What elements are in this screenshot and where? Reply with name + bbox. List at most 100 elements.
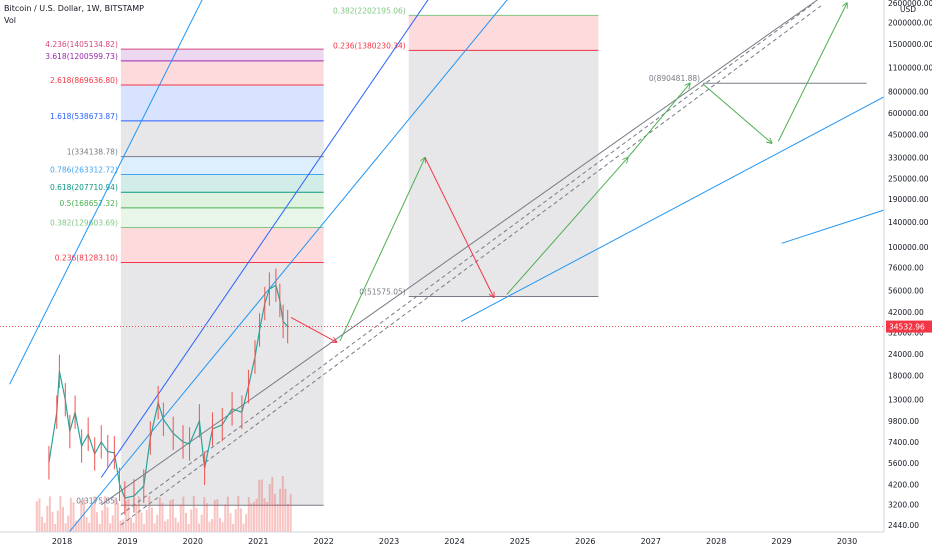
volume-bar [106, 507, 109, 532]
fib-set-1-level-label: 0.786(263312.72) [50, 165, 118, 174]
y-tick-label: 32000.00 [888, 328, 924, 337]
fib-set-3-level-label: 0(890481.88) [649, 74, 700, 83]
y-tick-label: 9800.00 [888, 417, 919, 426]
volume-bar [221, 522, 224, 532]
volume-bar [232, 523, 235, 532]
volume-bar [192, 496, 195, 532]
volume-bar [90, 505, 93, 532]
volume-bar [273, 493, 276, 532]
volume-bar [77, 519, 80, 532]
fib-set-1-band [120, 120, 324, 157]
y-tick-label: 7400.00 [888, 438, 919, 447]
y-tick-label: 2000000.00 [888, 19, 932, 28]
y-tick-label: 2600000.00 [888, 0, 932, 8]
volume-bar [271, 476, 274, 532]
y-tick-label: 100000.00 [888, 243, 929, 252]
volume-bar [109, 523, 112, 532]
volume-bar [205, 503, 208, 532]
fib-set-1-band [120, 207, 324, 228]
volume-bar [250, 503, 253, 532]
fib-set-1-level-label: 0(3175.85) [76, 496, 118, 505]
y-tick-label: 800000.00 [888, 87, 929, 96]
volume-bar [177, 522, 180, 532]
volume-bar [122, 519, 125, 532]
y-tick-label: 450000.00 [888, 130, 929, 139]
volume-bar [35, 501, 38, 532]
volume-bar [64, 523, 67, 532]
fib-set-1-level-label: 0.618(207710.94) [50, 183, 118, 192]
volume-bar [213, 500, 216, 532]
y-tick-label: 330000.00 [888, 154, 929, 163]
channel-mid-2 [120, 5, 822, 526]
projection-arrow [702, 83, 772, 143]
volume-bar [51, 511, 54, 532]
volume-bar [62, 506, 64, 532]
volume-bar [98, 523, 101, 532]
volume-bar [38, 498, 41, 532]
volume-bar [242, 523, 245, 532]
volume-bar [96, 512, 99, 532]
y-tick-label: 13000.00 [888, 396, 924, 405]
volume-bar [184, 512, 187, 532]
volume-bar [258, 479, 261, 532]
volume-bar [43, 522, 46, 532]
fib-set-1-level-label: 0.5(168657.32) [60, 199, 118, 208]
last-price-label: 34532.96 [889, 323, 925, 332]
volume-bar [153, 523, 156, 532]
volume-bar [101, 510, 104, 532]
y-tick-label: 140000.00 [888, 218, 929, 227]
volume-bar [150, 507, 153, 532]
y-tick-label: 18000.00 [888, 371, 924, 380]
volume-bar [174, 517, 177, 532]
volume-bar [124, 500, 127, 532]
fib-set-1-band [120, 156, 324, 175]
volume-bar [253, 501, 256, 532]
parallel-blue-upper [68, 0, 508, 532]
channel-top-blue [100, 0, 429, 478]
volume-bar [158, 497, 161, 532]
fib-set-1-level-label: 2.618(869636.80) [50, 76, 118, 85]
lower-blue-1 [460, 96, 884, 322]
fib-set-1-level-label: 4.236(1405134.82) [45, 40, 118, 49]
projection-arrow [506, 158, 628, 295]
volume-bar [169, 500, 172, 532]
y-tick-label: 5600.00 [888, 459, 919, 468]
volume-bar [284, 488, 287, 532]
fib-set-2-level-label: 0.236(1380230.34) [333, 41, 406, 50]
x-tick-label: 2025 [510, 537, 530, 546]
volume-bar [179, 504, 182, 532]
channel-upper [100, 0, 819, 506]
volume-bar [234, 509, 237, 532]
volume-bar [208, 521, 211, 532]
volume-bar [219, 517, 221, 532]
x-tick-label: 2019 [117, 537, 137, 546]
volume-bar [127, 498, 130, 532]
volume-bar [171, 498, 174, 532]
volume-bar [245, 514, 248, 532]
volume-bar [164, 521, 167, 532]
volume-bar [67, 515, 70, 532]
y-tick-label: 4200.00 [888, 480, 919, 489]
volume-bar [161, 502, 164, 532]
x-tick-label: 2024 [444, 537, 464, 546]
volume-bar [281, 476, 284, 532]
volume-bar [266, 502, 269, 532]
volume-bar [279, 488, 282, 532]
volume-bar [263, 498, 266, 532]
volume-bar [111, 515, 114, 532]
volume-bar [289, 493, 292, 532]
fib-set-2-band [408, 50, 599, 297]
volume-bar [103, 496, 106, 532]
fib-set-2-level-label: 0.382(2202195.06) [333, 6, 406, 15]
fib-set-2-band [408, 15, 599, 51]
y-tick-label: 1500000.00 [888, 40, 932, 49]
x-tick-label: 2027 [641, 537, 661, 546]
y-tick-label: 600000.00 [888, 109, 929, 118]
y-tick-label: 250000.00 [888, 174, 929, 183]
fib-set-1-band [120, 174, 324, 193]
fib-set-1-band [120, 85, 324, 121]
fib-set-1-level-label: 1.618(538673.87) [50, 112, 118, 121]
projection-arrow [777, 3, 847, 142]
fib-set-1-band [120, 262, 324, 506]
